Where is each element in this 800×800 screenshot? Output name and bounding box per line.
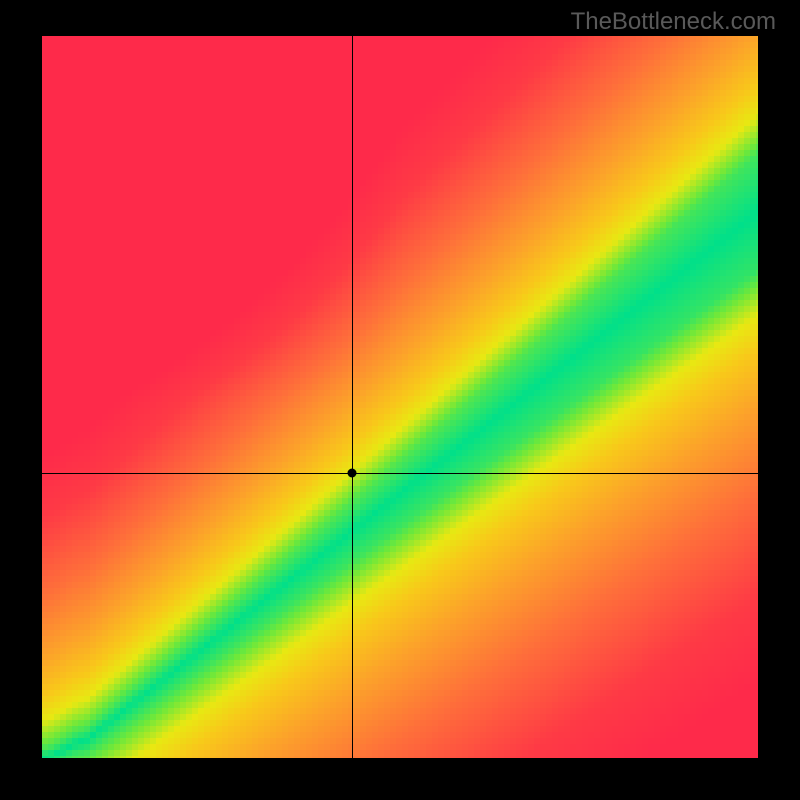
crosshair-vertical [352, 36, 353, 758]
crosshair-horizontal [42, 473, 758, 474]
crosshair-marker [348, 468, 357, 477]
bottleneck-heatmap [42, 36, 758, 758]
watermark-text: TheBottleneck.com [571, 8, 776, 36]
heatmap-canvas [42, 36, 758, 758]
